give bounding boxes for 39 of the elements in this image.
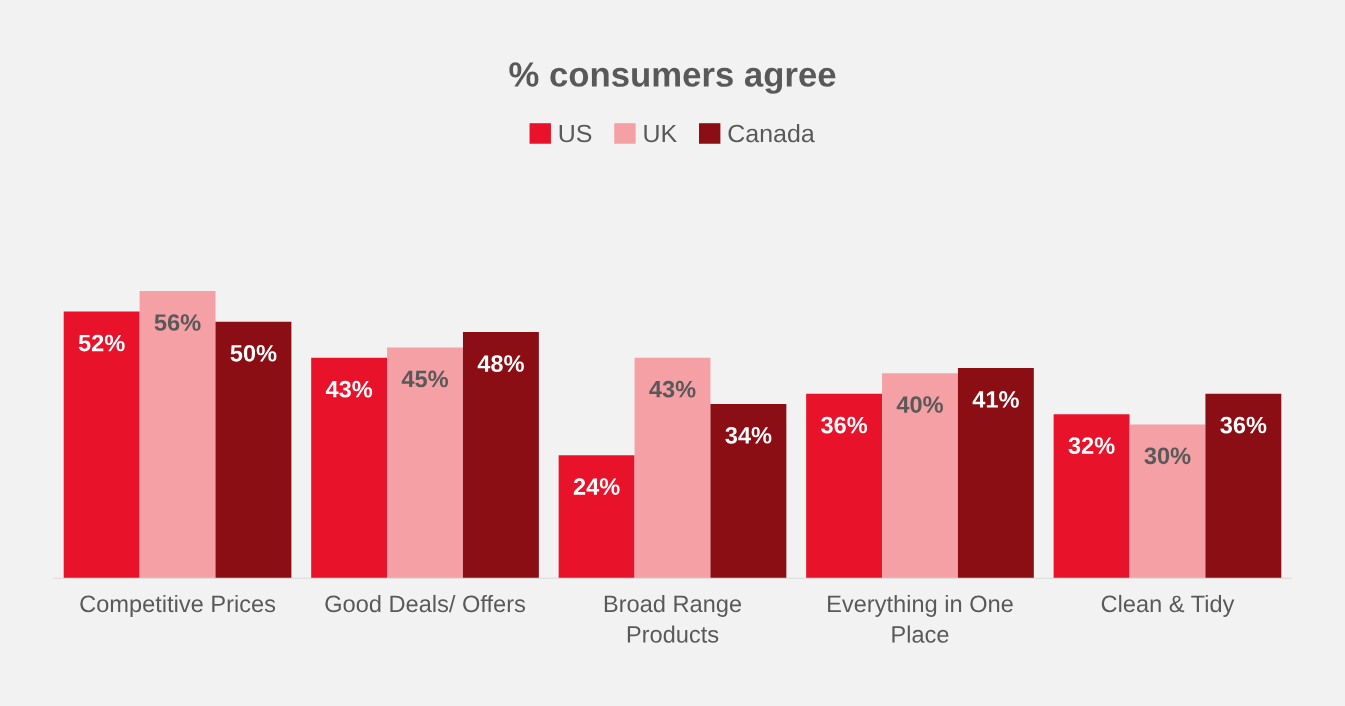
bar [462, 332, 539, 579]
x-tick-label: Good Deals/ Offers [325, 594, 526, 613]
data-label: 43% [649, 380, 696, 398]
bar [1053, 414, 1130, 579]
bar [1205, 393, 1282, 579]
data-label: 32% [1068, 437, 1115, 454]
data-label: 48% [477, 355, 524, 372]
data-label: 43% [325, 380, 373, 398]
bar [806, 393, 883, 579]
x-tick-label: Everything in One Place [828, 594, 1013, 643]
data-label: 36% [821, 416, 868, 434]
bar [882, 373, 958, 579]
bar [1129, 424, 1206, 579]
x-tick-label: Clean & Tidy [1101, 594, 1235, 617]
bar [387, 347, 463, 579]
data-label: 24% [573, 478, 620, 495]
data-label: 30% [1144, 447, 1191, 465]
bar [63, 311, 140, 579]
x-tick-label: Broad Range Products [604, 594, 742, 643]
bar [558, 455, 635, 579]
bar [710, 403, 787, 579]
bar [215, 321, 292, 579]
data-label: 41% [972, 391, 1019, 408]
bar [311, 357, 388, 579]
data-label: 56% [154, 314, 201, 331]
x-tick-label: Competitive Prices [80, 594, 276, 617]
legend-label: UK [644, 124, 677, 143]
data-label: 40% [896, 396, 943, 413]
data-label: 45% [401, 370, 449, 388]
bar [634, 357, 711, 579]
legend-label: US [559, 124, 592, 143]
data-label: 50% [230, 344, 277, 362]
data-label: 34% [725, 426, 772, 444]
bar [139, 291, 216, 579]
chart-title: % consumers agree [509, 62, 836, 94]
legend-label: Canada [728, 123, 815, 143]
bar [957, 368, 1034, 579]
data-label: 36% [1220, 416, 1267, 434]
data-label: 52% [78, 334, 125, 352]
